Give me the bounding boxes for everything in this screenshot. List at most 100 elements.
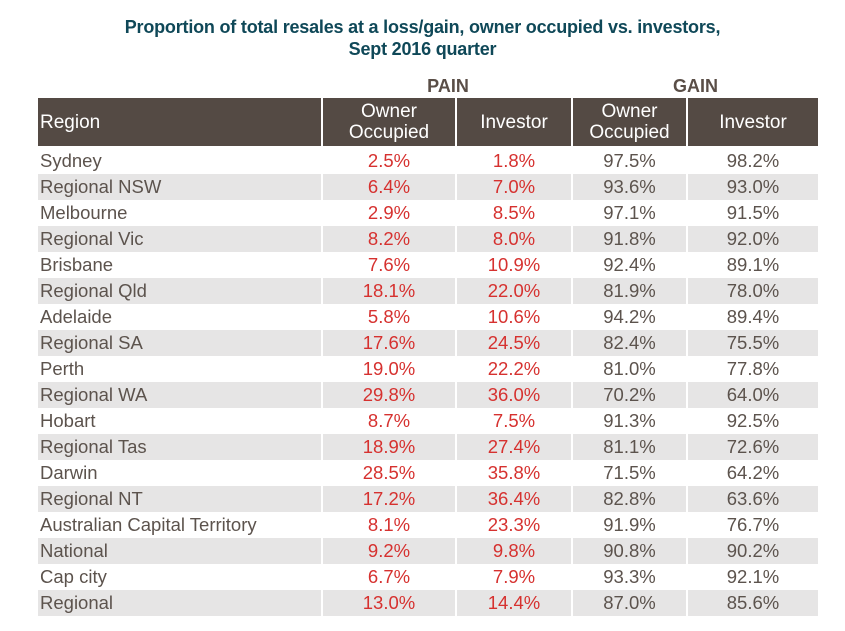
pain-investor-cell: 9.8% [457, 538, 573, 564]
title-line-2: Sept 2016 quarter [348, 39, 497, 59]
table-row: Australian Capital Territory 8.1% 23.3% 91.… [38, 512, 818, 538]
region-cell: Regional NSW [38, 174, 323, 200]
pain-owner-occupied-cell: 18.9% [323, 434, 457, 460]
gain-owner-occupied-cell: 97.5% [573, 148, 688, 174]
gain-owner-occupied-cell: 97.1% [573, 200, 688, 226]
gain-investor-cell: 78.0% [688, 278, 818, 304]
pain-owner-occupied-cell: 2.5% [323, 148, 457, 174]
gain-investor-cell: 63.6% [688, 486, 818, 512]
pain-investor-cell: 10.9% [457, 252, 573, 278]
region-cell: Regional WA [38, 382, 323, 408]
pain-owner-occupied-cell: 8.1% [323, 512, 457, 538]
header-pain-investor: Investor [457, 98, 573, 148]
gain-investor-cell: 90.2% [688, 538, 818, 564]
pain-investor-cell: 8.5% [457, 200, 573, 226]
gain-investor-cell: 85.6% [688, 590, 818, 616]
table-row: Melbourne 2.9% 8.5% 97.1% 91.5% [38, 200, 818, 226]
region-cell: Regional NT [38, 486, 323, 512]
gain-owner-occupied-cell: 94.2% [573, 304, 688, 330]
pain-investor-cell: 24.5% [457, 330, 573, 356]
table-row: Cap city 6.7% 7.9% 93.3% 92.1% [38, 564, 818, 590]
pain-owner-occupied-cell: 17.2% [323, 486, 457, 512]
header-pain-owner-occupied: Owner Occupied [323, 98, 457, 148]
gain-owner-occupied-cell: 92.4% [573, 252, 688, 278]
header-pain-owner-line1: Owner [361, 101, 417, 122]
region-cell: Melbourne [38, 200, 323, 226]
group-label-pain: PAIN [427, 76, 469, 96]
pain-investor-cell: 14.4% [457, 590, 573, 616]
pain-owner-occupied-cell: 8.7% [323, 408, 457, 434]
header-gain-owner-occupied: Owner Occupied [573, 98, 688, 148]
region-cell: Regional Vic [38, 226, 323, 252]
pain-owner-occupied-cell: 18.1% [323, 278, 457, 304]
page-title: Proportion of total resales at a loss/ga… [0, 16, 845, 60]
pain-investor-cell: 1.8% [457, 148, 573, 174]
region-cell: Regional SA [38, 330, 323, 356]
pain-owner-occupied-cell: 28.5% [323, 460, 457, 486]
pain-owner-occupied-cell: 17.6% [323, 330, 457, 356]
gain-owner-occupied-cell: 71.5% [573, 460, 688, 486]
gain-investor-cell: 92.5% [726, 410, 780, 431]
gain-owner-occupied-cell: 82.8% [573, 486, 688, 512]
region-cell: Perth [38, 356, 323, 382]
header-gain-investor: Investor [688, 98, 818, 148]
gain-investor-cell: 92.1% [726, 566, 780, 587]
region-cell: Adelaide [38, 304, 323, 330]
gain-investor-cell: 89.4% [726, 306, 780, 327]
gain-owner-occupied-cell: 82.4% [573, 330, 688, 356]
gain-investor-cell: 89.1% [726, 254, 780, 275]
pain-owner-occupied-cell: 6.7% [323, 564, 457, 590]
table-row: Adelaide 5.8% 10.6% 94.2% 89.4% [38, 304, 818, 330]
gain-investor-cell: 75.5% [688, 330, 818, 356]
header-gain-owner-line1: Owner [601, 101, 658, 122]
table-row: Regional WA 29.8% 36.0% 70.2% 64.0% [38, 382, 818, 408]
table-row: Sydney 2.5% 1.8% 97.5% 98.2% [38, 148, 818, 174]
header-gain-owner-line2: Occupied [589, 122, 670, 143]
resales-table: Region Owner Occupied Investor Owner Occ… [38, 98, 818, 616]
region-cell: National [38, 538, 323, 564]
pain-investor-cell: 7.0% [457, 174, 573, 200]
title-line-1: Proportion of total resales at a loss/ga… [124, 17, 721, 37]
group-label-gain: GAIN [673, 76, 718, 96]
pain-investor-cell: 7.5% [457, 408, 573, 434]
gain-owner-occupied-cell: 81.0% [573, 356, 688, 382]
pain-investor-cell: 27.4% [457, 434, 573, 460]
table-row: Regional SA 17.6% 24.5% 82.4% 75.5% [38, 330, 818, 356]
gain-owner-occupied-cell: 91.9% [573, 512, 688, 538]
table-row: Brisbane 7.6% 10.9% 92.4% 89.1% [38, 252, 818, 278]
gain-investor-cell: 93.0% [688, 174, 818, 200]
table-row: Darwin 28.5% 35.8% 71.5% 64.2% [38, 460, 818, 486]
pain-investor-cell: 8.0% [457, 226, 573, 252]
gain-owner-occupied-cell: 81.1% [573, 434, 688, 460]
region-cell: Regional [38, 590, 323, 616]
pain-investor-cell: 36.4% [457, 486, 573, 512]
gain-owner-occupied-cell: 81.9% [573, 278, 688, 304]
pain-owner-occupied-cell: 5.8% [323, 304, 457, 330]
pain-owner-occupied-cell: 13.0% [323, 590, 457, 616]
gain-owner-occupied-cell: 93.3% [573, 564, 688, 590]
table-row: Regional Tas 18.9% 27.4% 81.1% 72.6% [38, 434, 818, 460]
pain-investor-cell: 10.6% [457, 304, 573, 330]
region-cell: Brisbane [38, 252, 323, 278]
header-pain-owner-line2: Occupied [348, 122, 430, 143]
gain-investor-cell: 91.5% [726, 202, 780, 223]
gain-owner-occupied-cell: 91.8% [573, 226, 688, 252]
gain-investor-cell: 92.0% [688, 226, 818, 252]
table-row: Regional NSW 6.4% 7.0% 93.6% 93.0% [38, 174, 818, 200]
pain-owner-occupied-cell: 29.8% [323, 382, 457, 408]
table-row: Hobart 8.7% 7.5% 91.3% 92.5% [38, 408, 818, 434]
pain-investor-cell: 7.9% [457, 564, 573, 590]
pain-investor-cell: 23.3% [457, 512, 573, 538]
header-region: Region [38, 98, 323, 148]
table-row: National 9.2% 9.8% 90.8% 90.2% [38, 538, 818, 564]
region-cell: Darwin [38, 460, 323, 486]
pain-owner-occupied-cell: 6.4% [323, 174, 457, 200]
gain-investor-cell: 72.6% [688, 434, 818, 460]
gain-owner-occupied-cell: 91.3% [573, 408, 688, 434]
gain-investor-cell: 98.2% [726, 150, 780, 171]
pain-owner-occupied-cell: 9.2% [323, 538, 457, 564]
table-body: Sydney 2.5% 1.8% 97.5% 98.2% Regional NSW 6.4%… [38, 148, 818, 616]
region-cell: Hobart [38, 408, 323, 434]
gain-investor-cell: 76.7% [726, 514, 780, 535]
gain-owner-occupied-cell: 93.6% [573, 174, 688, 200]
